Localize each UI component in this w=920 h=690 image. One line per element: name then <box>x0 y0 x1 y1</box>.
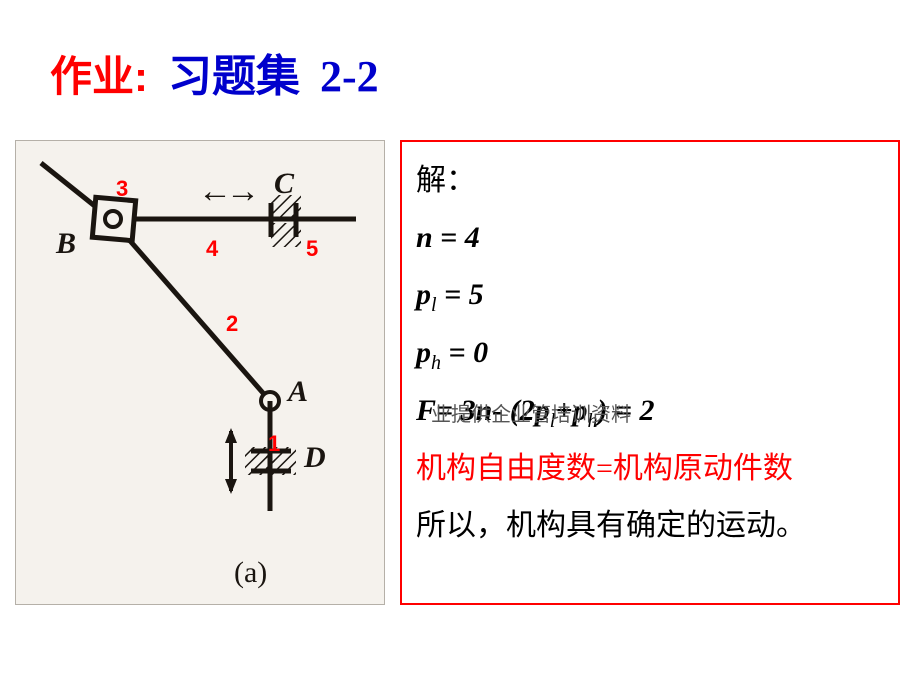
label-B: B <box>56 227 76 261</box>
ph-sub: h <box>431 352 441 374</box>
title-row: 作业: 习题集 2-2 <box>50 40 379 104</box>
solution-box: 解： n = 4 pl = 5 业提供企业管培训资料 ph = 0 F= 3n-… <box>400 140 900 605</box>
horizontal-arrow-icon: ←→ <box>198 173 254 211</box>
pl-p: p <box>416 278 431 311</box>
ph-p: p <box>416 336 431 369</box>
problem-set-label: 习题集 <box>168 40 300 104</box>
eq-n: n = 4 <box>416 209 884 266</box>
eq-pl: pl = 5 业提供企业管培训资料 <box>416 266 884 324</box>
joint-number-3: 3 <box>116 176 128 202</box>
joint-number-2: 2 <box>226 311 238 337</box>
dof-rule: 机构自由度数=机构原动件数 <box>416 440 884 497</box>
pl-rest: = 5 <box>437 278 484 311</box>
hw-label-text: 作业 <box>50 55 134 101</box>
conclusion: 所以，机构具有确定的运动。 <box>416 497 884 554</box>
colon: : <box>134 53 148 100</box>
homework-label: 作业: <box>50 43 148 104</box>
joint-number-1: 1 <box>268 431 280 457</box>
label-C: C <box>274 167 294 201</box>
joint-number-5: 5 <box>306 236 318 262</box>
problem-number: 2-2 <box>320 51 379 102</box>
subfigure-label: (a) <box>234 556 267 590</box>
joint-number-4: 4 <box>206 236 218 262</box>
eq-ph: ph = 0 <box>416 324 884 382</box>
ph-rest: = 0 <box>441 336 488 369</box>
mechanism-diagram: ←→ A B C D 1 2 3 4 5 (a) <box>15 140 385 605</box>
watermark-text: 业提供企业管培训资料 <box>431 396 631 434</box>
solution-head: 解： <box>416 152 884 209</box>
label-A: A <box>288 375 308 409</box>
label-D: D <box>304 441 326 475</box>
